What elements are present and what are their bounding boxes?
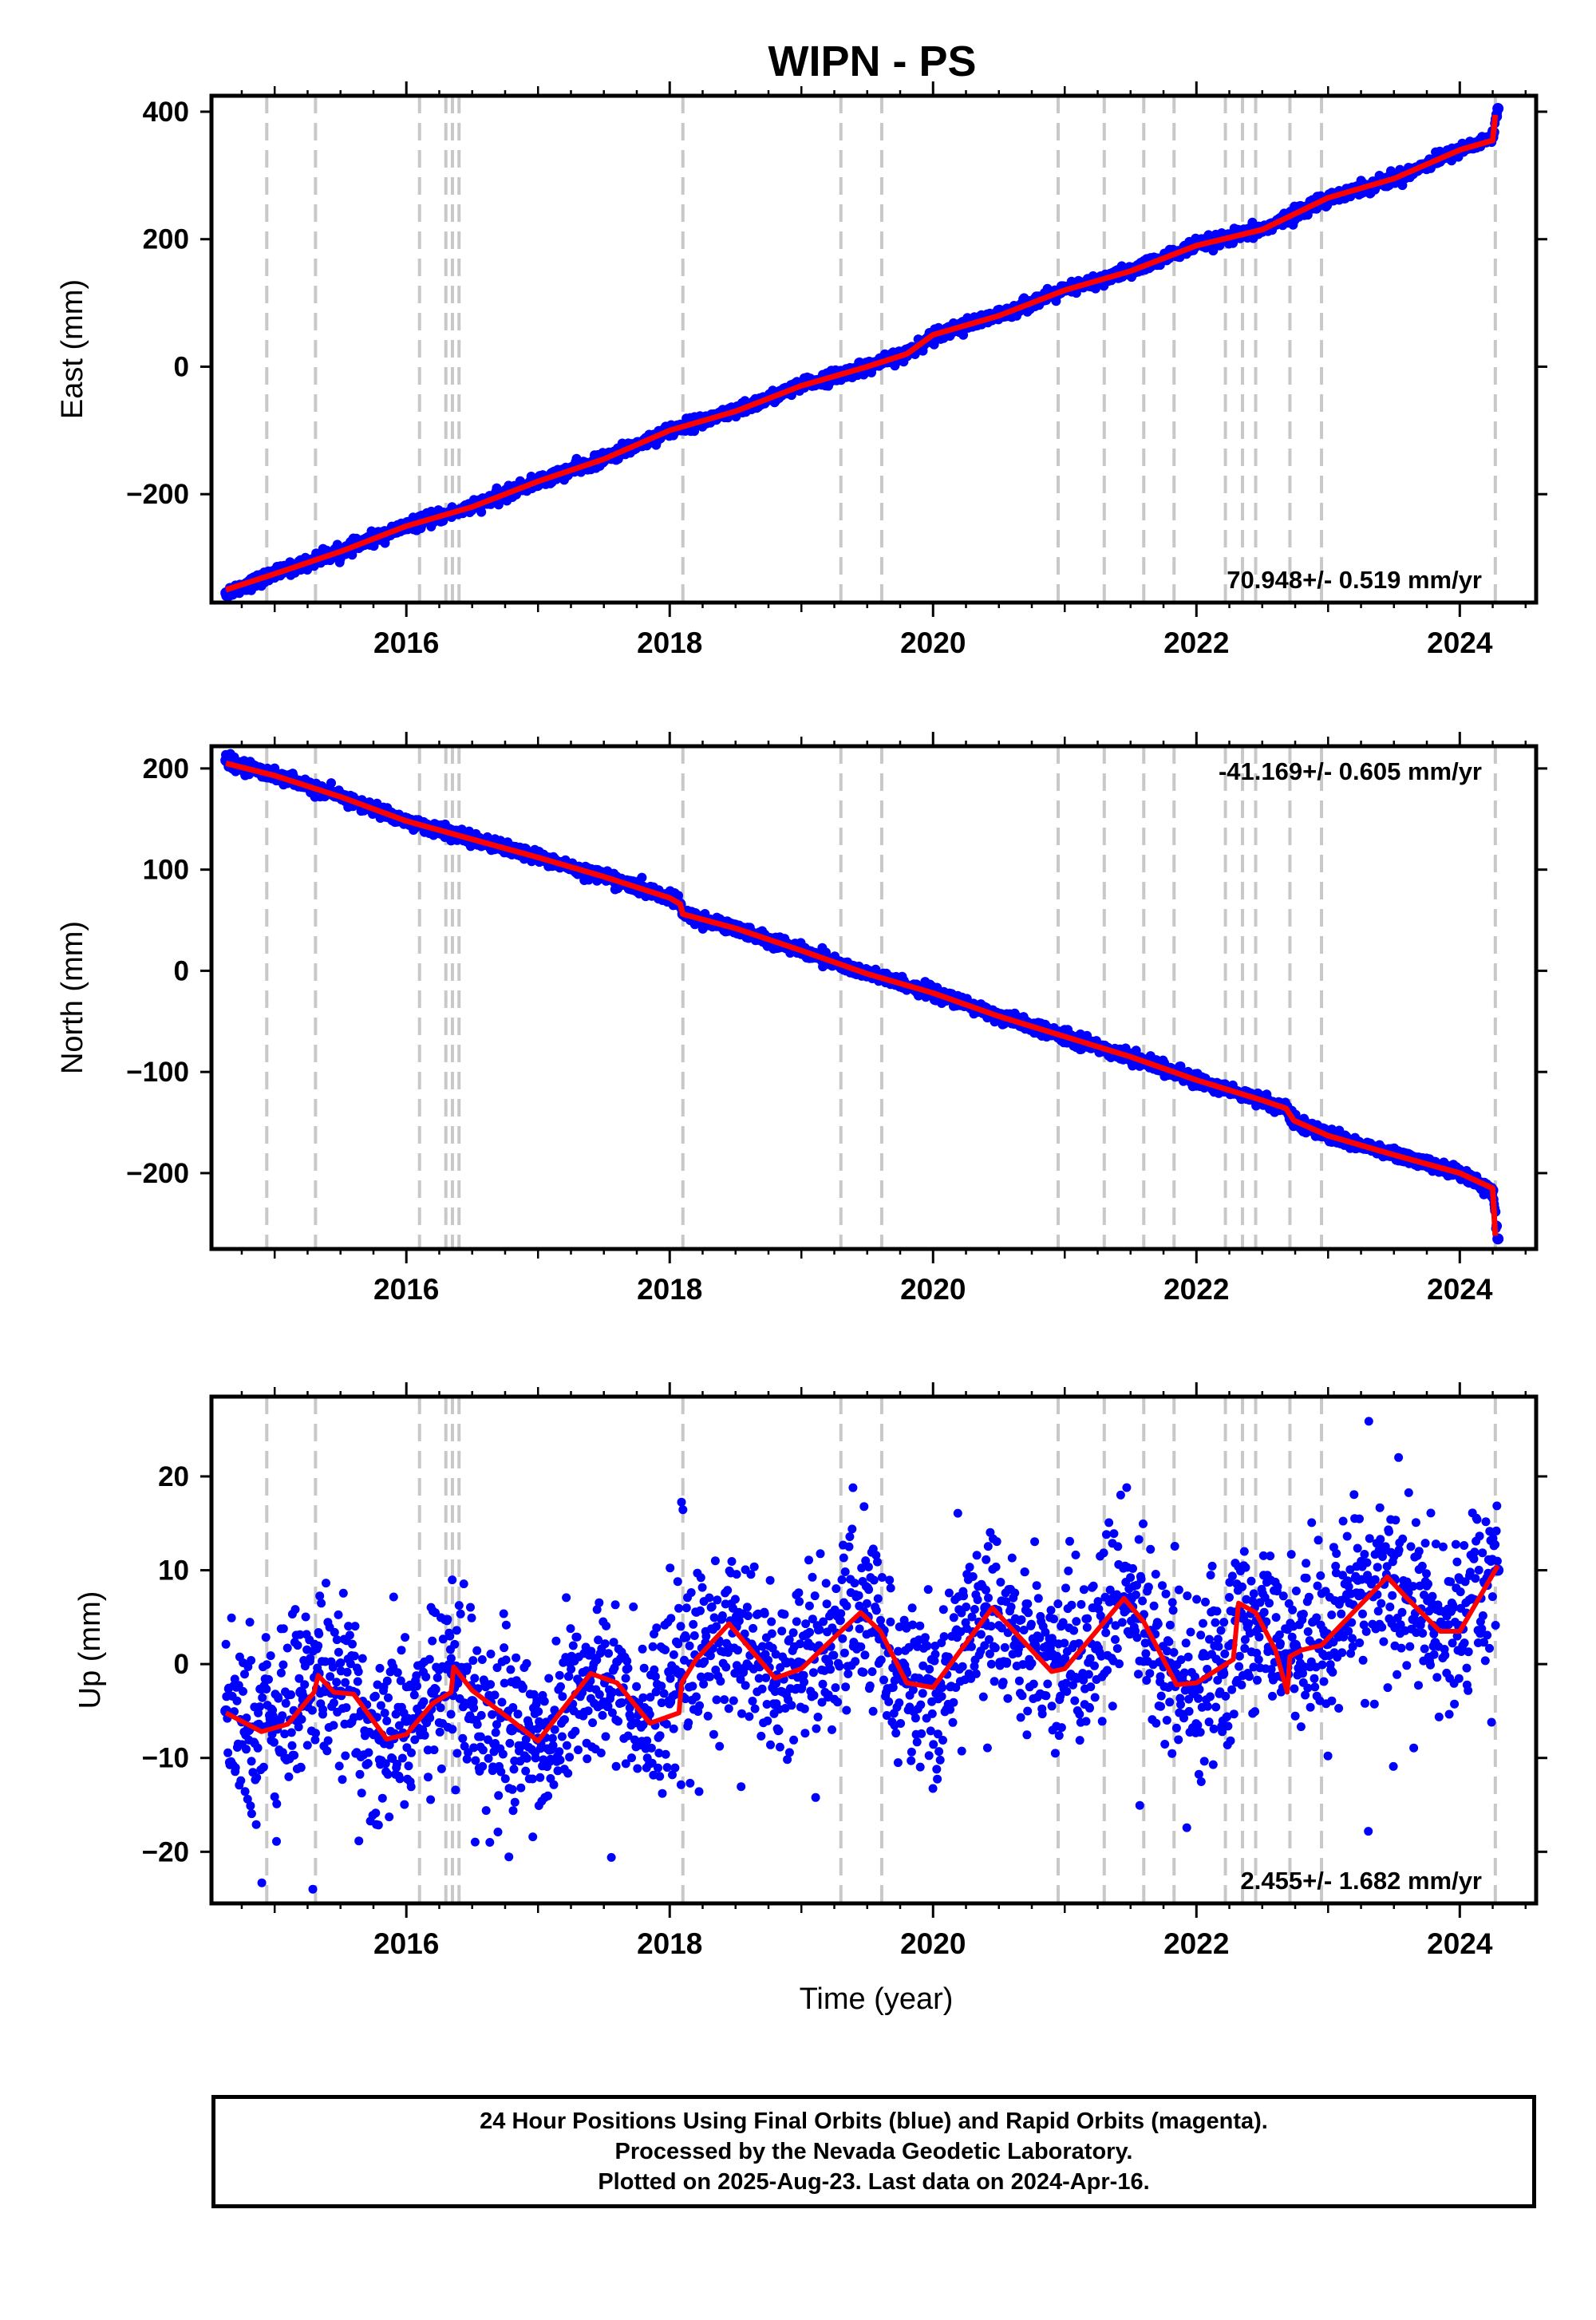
- x-tick-label: 2024: [1427, 626, 1493, 659]
- y-tick-label: 400: [143, 97, 189, 128]
- y-tick-label: 0: [174, 351, 189, 382]
- data-point: [637, 873, 646, 883]
- data-point: [476, 508, 486, 517]
- y-axis-label: East (mm): [56, 279, 89, 419]
- y-tick-label: 200: [143, 224, 189, 255]
- x-tick-label: 2020: [900, 626, 966, 659]
- x-tick-label: 2018: [637, 626, 702, 659]
- data-point: [1492, 103, 1503, 114]
- panel-1: −200 0 200 400 2016 2018 2020 2022 2024 East (mm)…: [56, 81, 1547, 659]
- data-point: [326, 778, 336, 788]
- rate-annotation: 70.948+/- 0.519 mm/yr: [1227, 566, 1482, 594]
- y-tick-label: −200: [126, 479, 189, 510]
- x-tick-label: 2016: [373, 626, 439, 659]
- x-tick-label: 2022: [1163, 626, 1229, 659]
